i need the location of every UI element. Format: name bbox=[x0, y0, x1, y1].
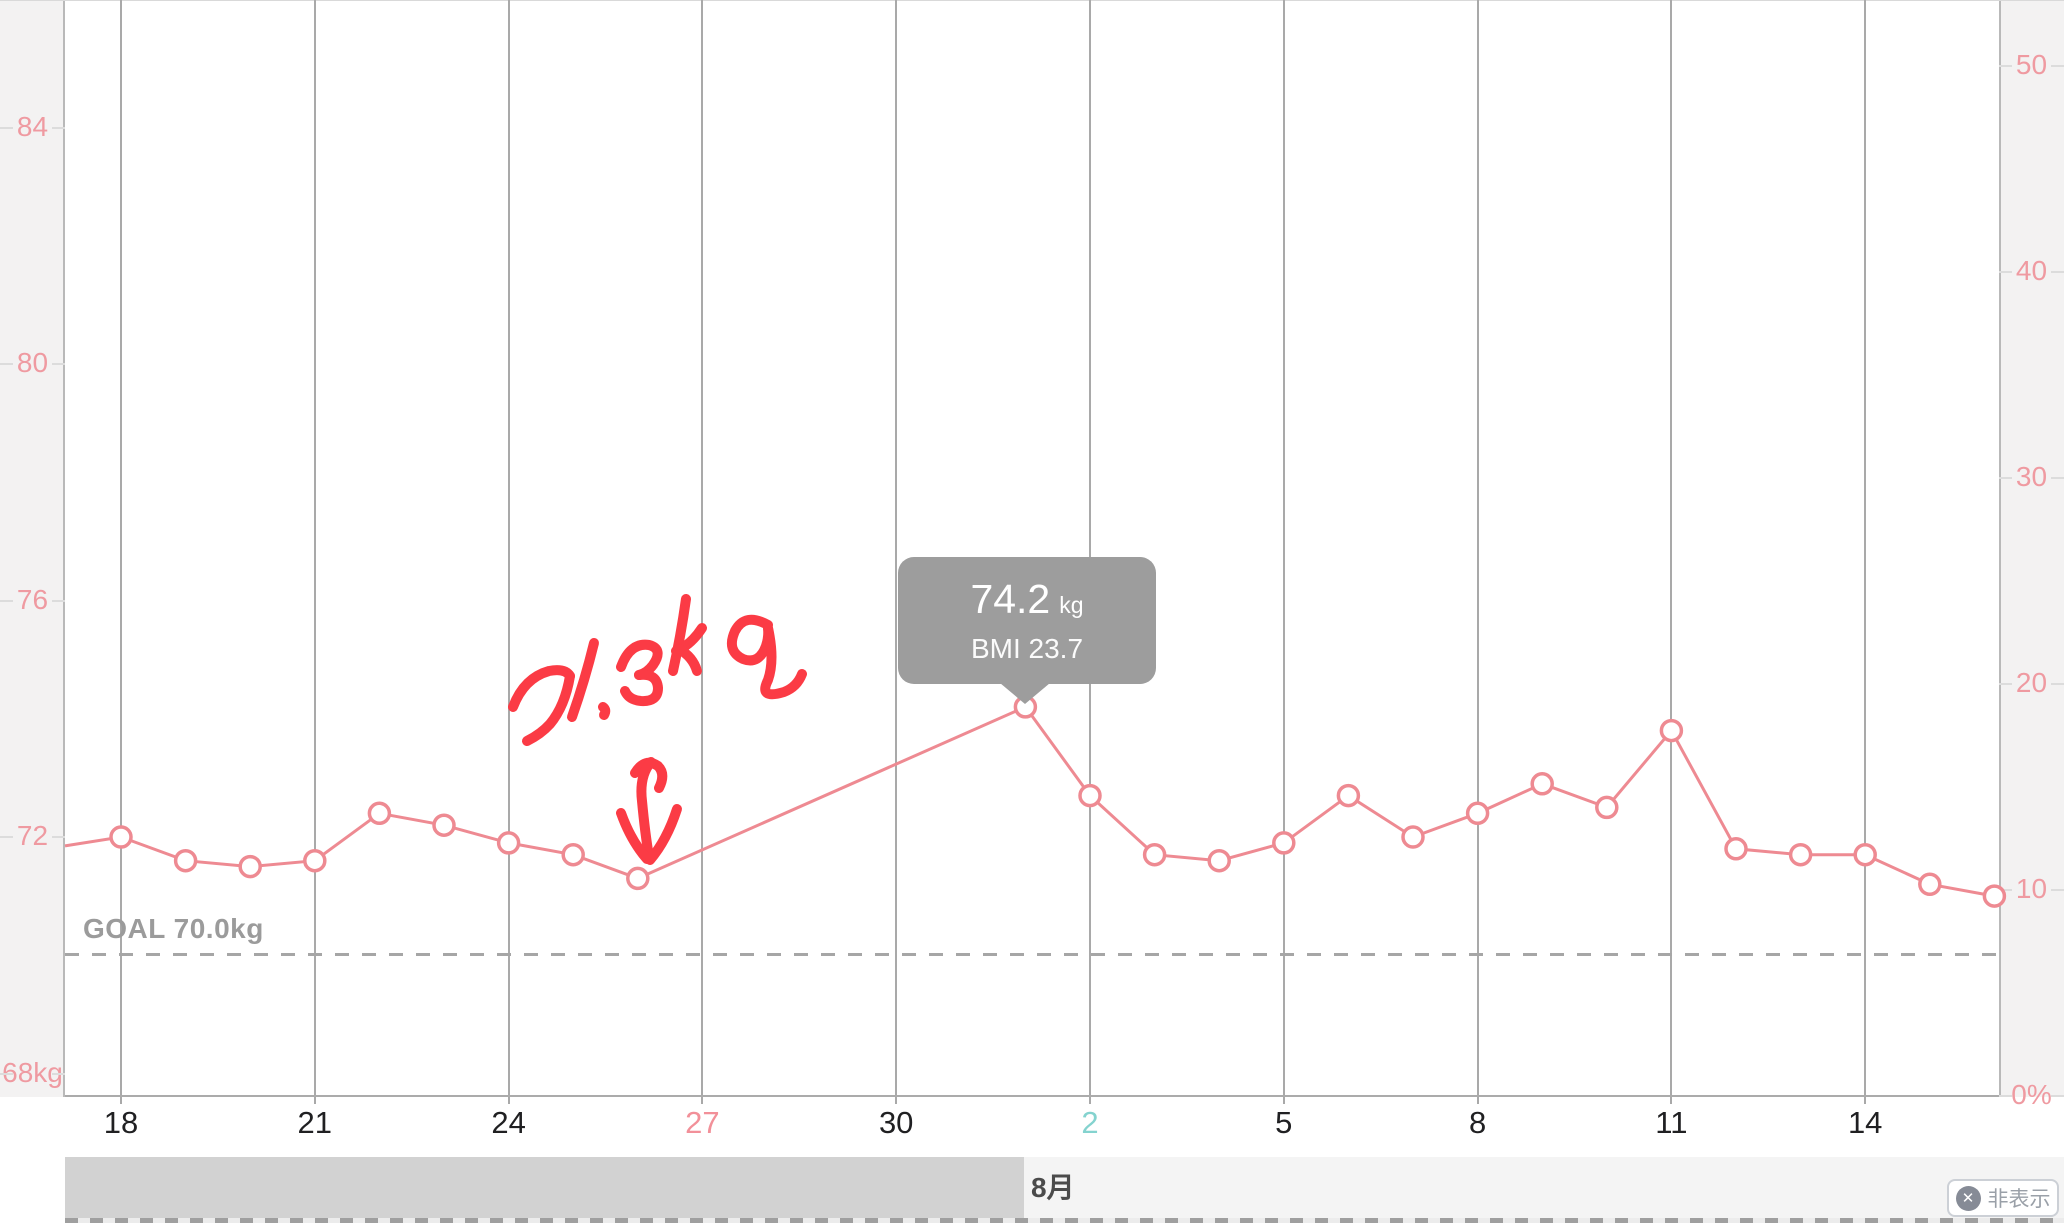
gridline bbox=[120, 0, 122, 1104]
x-tick-label: 8 bbox=[1468, 1105, 1487, 1140]
y-right-tick-label: 50 bbox=[2015, 49, 2048, 80]
gridline bbox=[1864, 0, 1867, 1104]
data-point-tooltip: 74.2 kg BMI 23.7 bbox=[898, 557, 1156, 704]
y-left-tick-label: 80 bbox=[16, 347, 49, 378]
x-tick-label: 30 bbox=[878, 1105, 914, 1140]
y-axis-left-margin bbox=[0, 0, 65, 1097]
axis-tick-dash bbox=[2051, 271, 2064, 273]
hide-tooltip-button[interactable]: ✕ 非表示 bbox=[1947, 1179, 2059, 1217]
axis-tick-dash bbox=[2051, 65, 2064, 67]
y-right-tick-label: 30 bbox=[2015, 461, 2048, 492]
y-axis-right-margin bbox=[1999, 0, 2064, 1097]
y-left-tick-label: 72 bbox=[16, 820, 49, 851]
y-right-tick-label: 40 bbox=[2015, 255, 2048, 286]
gridline bbox=[1476, 0, 1479, 1104]
hide-button-label: 非表示 bbox=[1987, 1188, 2051, 1211]
axis-tick-dash bbox=[52, 599, 65, 602]
gridline bbox=[1089, 0, 1091, 1104]
axis-tick-dash bbox=[52, 126, 65, 129]
y-left-tick-label: 84 bbox=[16, 110, 49, 142]
x-tick-label: 27 bbox=[685, 1105, 720, 1140]
axis-tick-dash bbox=[1999, 1095, 2012, 1097]
x-tick-label: 21 bbox=[297, 1105, 333, 1140]
timeline-tick-marks bbox=[65, 1218, 2064, 1223]
gridline bbox=[701, 0, 704, 1104]
axis-tick-dash bbox=[1999, 683, 2012, 685]
goal-dashed-line bbox=[65, 953, 1999, 956]
axis-tick-dash bbox=[1999, 65, 2012, 67]
tooltip-weight-value: 74.2 bbox=[970, 575, 1051, 622]
y-right-tick-label: 0% bbox=[2011, 1079, 2052, 1110]
y-right-tick-label: 20 bbox=[2015, 667, 2048, 698]
gridline bbox=[1670, 0, 1673, 1104]
axis-tick-dash bbox=[0, 126, 13, 129]
y-left-tick-label: 68kg bbox=[2, 1056, 63, 1088]
axis-tick-dash bbox=[1999, 271, 2012, 273]
axis-tick-dash bbox=[2051, 889, 2064, 891]
goal-label: GOAL 70.0kg bbox=[83, 913, 264, 944]
tooltip-bmi-value: BMI 23.7 bbox=[970, 632, 1084, 664]
gridline bbox=[507, 0, 510, 1104]
axis-tick-dash bbox=[1999, 889, 2012, 891]
tooltip-pointer-icon bbox=[1000, 683, 1050, 704]
tooltip-weight-unit: kg bbox=[1059, 591, 1084, 618]
x-tick-label: 14 bbox=[1847, 1105, 1883, 1140]
axis-tick-dash bbox=[2051, 1095, 2064, 1097]
y-right-tick-label: 10 bbox=[2015, 873, 2048, 904]
plot-area[interactable] bbox=[65, 0, 1999, 1097]
gridline bbox=[1282, 0, 1285, 1104]
tooltip-weight-line: 74.2 kg bbox=[970, 577, 1083, 631]
gridline bbox=[313, 0, 316, 1104]
x-tick-label: 18 bbox=[103, 1105, 139, 1140]
axis-tick-dash bbox=[52, 1072, 65, 1075]
axis-tick-dash bbox=[2051, 683, 2064, 685]
timeline-scrubber[interactable]: 8月 bbox=[65, 1157, 2064, 1223]
x-tick-label: 24 bbox=[491, 1105, 526, 1140]
month-label: 8月 bbox=[1031, 1172, 1075, 1203]
axis-tick-dash bbox=[52, 363, 65, 365]
gridline bbox=[895, 0, 898, 1104]
timeline-scrubber-filled-segment[interactable] bbox=[65, 1157, 1024, 1223]
x-tick-label: 11 bbox=[1655, 1105, 1688, 1140]
y-left-tick-label: 76 bbox=[16, 583, 49, 615]
chart-bottom-border bbox=[65, 1095, 1999, 1097]
axis-tick-dash bbox=[0, 836, 13, 838]
x-circle-icon: ✕ bbox=[1955, 1185, 1981, 1211]
axis-tick-dash bbox=[52, 836, 65, 838]
axis-tick-dash bbox=[0, 363, 13, 365]
axis-tick-dash bbox=[2051, 477, 2064, 479]
x-tick-label: 5 bbox=[1275, 1105, 1293, 1140]
axis-tick-dash bbox=[1999, 477, 2012, 479]
chart-top-border bbox=[0, 0, 2064, 1]
x-tick-label: 2 bbox=[1081, 1105, 1099, 1140]
axis-tick-dash bbox=[0, 1072, 13, 1075]
axis-tick-dash bbox=[0, 599, 13, 602]
